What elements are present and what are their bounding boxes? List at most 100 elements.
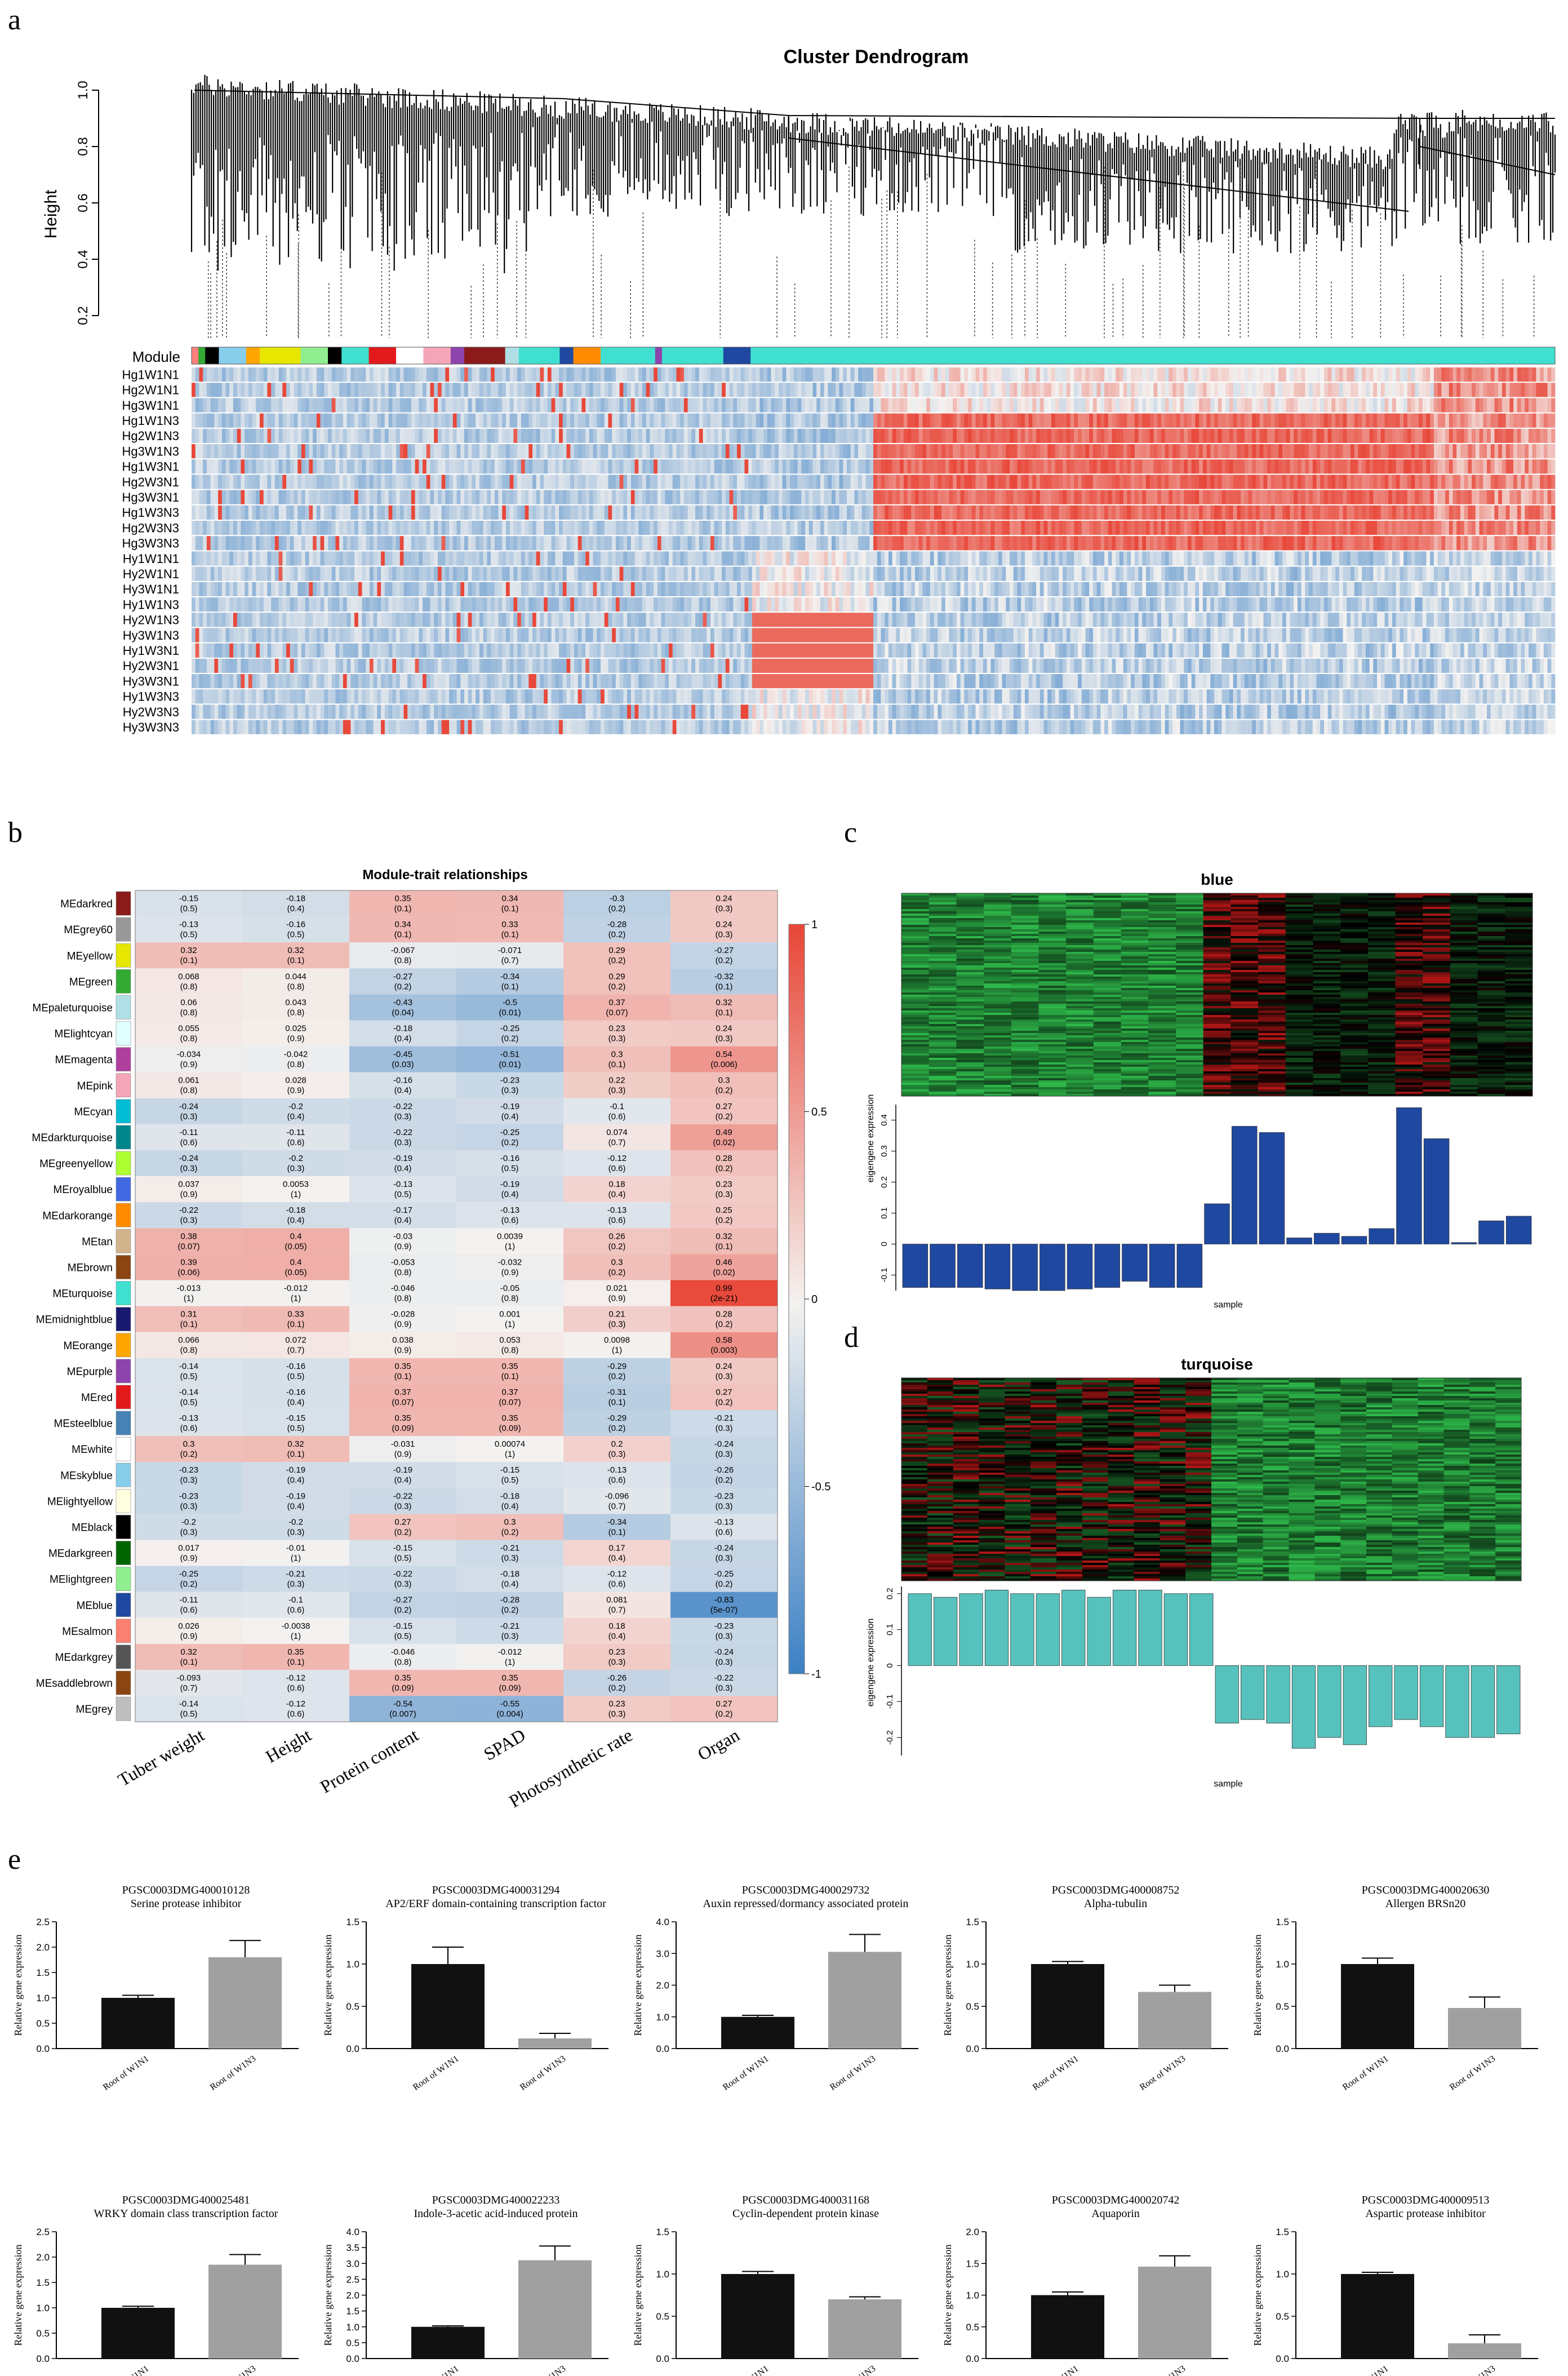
- heatmap-cell: [1411, 475, 1415, 489]
- heatmap-cell: [502, 551, 507, 566]
- heatmap-cell: [839, 413, 843, 428]
- heatmap-cell: [1229, 521, 1234, 535]
- heatmap-cell: [601, 413, 605, 428]
- heatmap-cell: [778, 367, 783, 382]
- heatmap-cell: [1092, 459, 1098, 474]
- heatmap-cell: [1286, 428, 1290, 443]
- heatmap-cell: [430, 551, 434, 566]
- heatmap-cell: [634, 521, 639, 535]
- heatmap-cell: [824, 521, 828, 535]
- heatmap-cell: [509, 475, 514, 489]
- heatmap-cell: [630, 459, 635, 474]
- heatmap-cell: [252, 566, 256, 581]
- heatmap-cell: [396, 413, 401, 428]
- heatmap-cell: [934, 505, 938, 520]
- heatmap-cell: [1487, 413, 1491, 428]
- heatmap-cell: [1312, 505, 1317, 520]
- heatmap-cell: [907, 428, 912, 443]
- heatmap-cell: [1513, 428, 1518, 443]
- heatmap-cell: [241, 383, 245, 397]
- heatmap-cell: [1373, 505, 1378, 520]
- heatmap-cell: [1112, 444, 1116, 459]
- heatmap-cell: [403, 367, 408, 382]
- heatmap-cell: [1013, 444, 1018, 459]
- heatmap-cell: [1543, 536, 1548, 551]
- heatmap-cell: [366, 428, 370, 443]
- heatmap-cell: [1047, 521, 1052, 535]
- heatmap-cell: [256, 383, 260, 397]
- heatmap-cell: [676, 566, 681, 581]
- heatmap-cell: [313, 367, 317, 382]
- heatmap-cell: [1210, 459, 1215, 474]
- heatmap-cell: [423, 428, 427, 443]
- heatmap-cell: [491, 505, 495, 520]
- heatmap-cell: [832, 490, 836, 504]
- heatmap-cell: [752, 413, 757, 428]
- heatmap-cell: [630, 428, 635, 443]
- heatmap-cell: [328, 551, 332, 566]
- heatmap-cell: [1021, 475, 1025, 489]
- heatmap-cell: [1475, 536, 1480, 551]
- heatmap-cell: [1290, 490, 1294, 504]
- heatmap-cell: [601, 475, 605, 489]
- heatmap-cell: [1426, 413, 1431, 428]
- heatmap-cell: [964, 383, 969, 397]
- heatmap-cell: [460, 398, 465, 413]
- heatmap-cell: [301, 521, 306, 535]
- heatmap-cell: [1362, 398, 1366, 413]
- heatmap-cell: [570, 521, 575, 535]
- heatmap-cell: [1195, 521, 1200, 535]
- heatmap-cell: [1377, 521, 1382, 535]
- heatmap-cell: [472, 475, 476, 489]
- heatmap-cell: [714, 459, 718, 474]
- heatmap-cell: [384, 398, 389, 413]
- heatmap-cell: [1149, 413, 1154, 428]
- heatmap-cell: [1403, 490, 1408, 504]
- heatmap-cell: [1161, 536, 1166, 551]
- heatmap-cell: [650, 475, 654, 489]
- heatmap-cell: [419, 536, 423, 551]
- heatmap-cell: [1074, 428, 1078, 443]
- heatmap-cell: [1430, 413, 1434, 428]
- heatmap-cell: [509, 566, 514, 581]
- heatmap-cell: [1365, 383, 1370, 397]
- heatmap-cell: [1119, 551, 1124, 566]
- heatmap-cell: [941, 367, 946, 382]
- heatmap-cell: [805, 444, 810, 459]
- heatmap-cell: [619, 536, 624, 551]
- heatmap-cell: [782, 444, 787, 459]
- heatmap-cell: [665, 551, 669, 566]
- heatmap-cell: [858, 383, 863, 397]
- heatmap-cell: [888, 475, 893, 489]
- heatmap-cell: [672, 475, 677, 489]
- heatmap-cell: [1131, 367, 1135, 382]
- heatmap-cell: [612, 428, 616, 443]
- heatmap-cell: [203, 490, 207, 504]
- heatmap-cell: [562, 521, 567, 535]
- heatmap-cell: [532, 551, 537, 566]
- heatmap-cell: [1528, 383, 1533, 397]
- heatmap-cell: [1123, 413, 1127, 428]
- heatmap-cell: [494, 475, 499, 489]
- heatmap-cell: [1119, 490, 1124, 504]
- heatmap-cell: [260, 536, 264, 551]
- heatmap-cell: [1528, 444, 1533, 459]
- heatmap-cell: [396, 551, 401, 566]
- heatmap-cell: [256, 490, 260, 504]
- heatmap-cell: [964, 367, 969, 382]
- heatmap-cell: [824, 459, 828, 474]
- heatmap-cell: [812, 505, 817, 520]
- heatmap-cell: [1021, 398, 1025, 413]
- heatmap-cell: [816, 428, 821, 443]
- heatmap-cell: [1309, 475, 1313, 489]
- heatmap-cell: [881, 459, 885, 474]
- heatmap-cell: [309, 551, 313, 566]
- heatmap-cell: [434, 428, 438, 443]
- heatmap-cell: [206, 505, 211, 520]
- heatmap-cell: [1449, 428, 1453, 443]
- heatmap-cell: [801, 551, 806, 566]
- heatmap-cell: [1532, 475, 1536, 489]
- heatmap-cell: [1502, 536, 1507, 551]
- heatmap-cell: [479, 505, 484, 520]
- heatmap-cell: [763, 413, 768, 428]
